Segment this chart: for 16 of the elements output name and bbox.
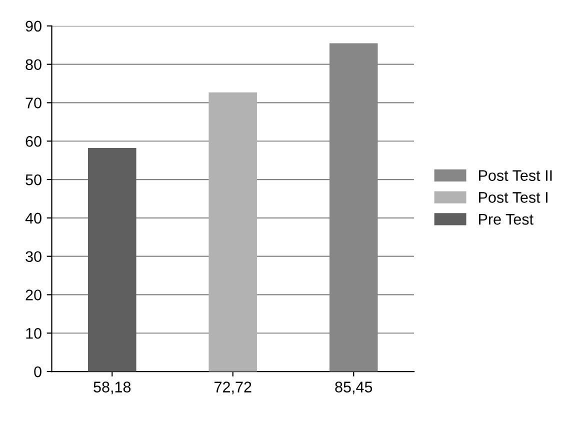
y-tick-label: 50 bbox=[26, 174, 42, 186]
x-tick-label: 72,72 bbox=[214, 382, 252, 394]
legend-label: Pre Test bbox=[479, 214, 534, 225]
y-tick-label: 10 bbox=[26, 328, 42, 339]
y-tick-label: 60 bbox=[26, 136, 42, 147]
y-tick-label: 30 bbox=[26, 251, 42, 262]
legend-label: Post Test I bbox=[479, 192, 548, 203]
x-tick-label: 85,45 bbox=[335, 382, 372, 394]
y-tick-label: 70 bbox=[26, 98, 42, 108]
legend-label: Post Test II bbox=[479, 170, 552, 181]
y-tick-label: 20 bbox=[26, 290, 42, 300]
y-tick-label: 0 bbox=[34, 366, 42, 378]
y-tick-label: 90 bbox=[26, 20, 42, 32]
y-tick-label: 80 bbox=[26, 59, 42, 70]
y-tick-label: 40 bbox=[25, 212, 42, 224]
x-tick-label: 58,18 bbox=[94, 382, 131, 394]
